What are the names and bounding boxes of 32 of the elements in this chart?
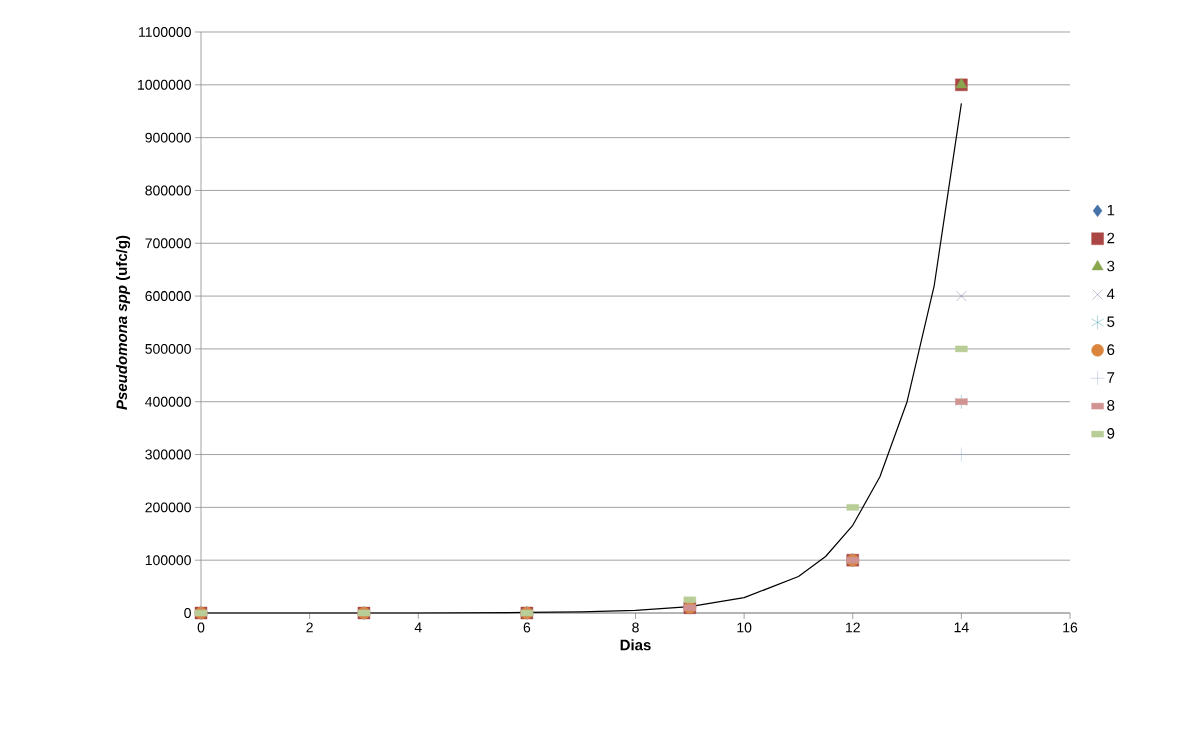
x-tick-label: 2 [306, 622, 313, 633]
legend-label: 6 [1107, 344, 1115, 355]
x-tick-label: 10 [737, 622, 752, 633]
x-tick-label: 16 [1063, 622, 1078, 633]
y-tick-label: 800000 [145, 185, 191, 196]
y-tick-label: 1100000 [139, 27, 191, 37]
x-tick-label: 12 [846, 622, 860, 633]
x-axis-title: Dias [620, 639, 651, 651]
y-tick-label: 100000 [145, 555, 191, 566]
x-tick-label: 6 [523, 622, 531, 633]
y-tick-label: 700000 [145, 238, 191, 249]
x-tick-label: 8 [632, 622, 639, 633]
legend-label: 1 [1107, 204, 1115, 216]
y-tick-label: 900000 [145, 132, 191, 143]
legend-label: 9 [1107, 428, 1115, 439]
y-tick-label: 300000 [145, 449, 191, 460]
y-tick-label: 1000000 [138, 79, 191, 90]
x-tick-label: 4 [414, 622, 422, 633]
legend-label: 8 [1107, 400, 1115, 411]
y-tick-label: 600000 [145, 291, 191, 302]
legend-label: 5 [1107, 316, 1115, 327]
y-tick-label: 0 [184, 608, 191, 618]
legend-label: 3 [1107, 260, 1115, 272]
x-tick-label: 14 [954, 622, 969, 633]
y-tick-label: 500000 [145, 343, 191, 354]
y-tick-label: 200000 [145, 502, 191, 513]
y-tick-label: 400000 [145, 396, 191, 407]
legend-label: 7 [1107, 372, 1115, 383]
legend-label: 2 [1107, 232, 1115, 244]
legend-label: 4 [1106, 288, 1115, 300]
x-tick-label: 0 [197, 622, 205, 633]
y-axis-title: Pseudomona spp (ufc/g) [116, 235, 131, 410]
